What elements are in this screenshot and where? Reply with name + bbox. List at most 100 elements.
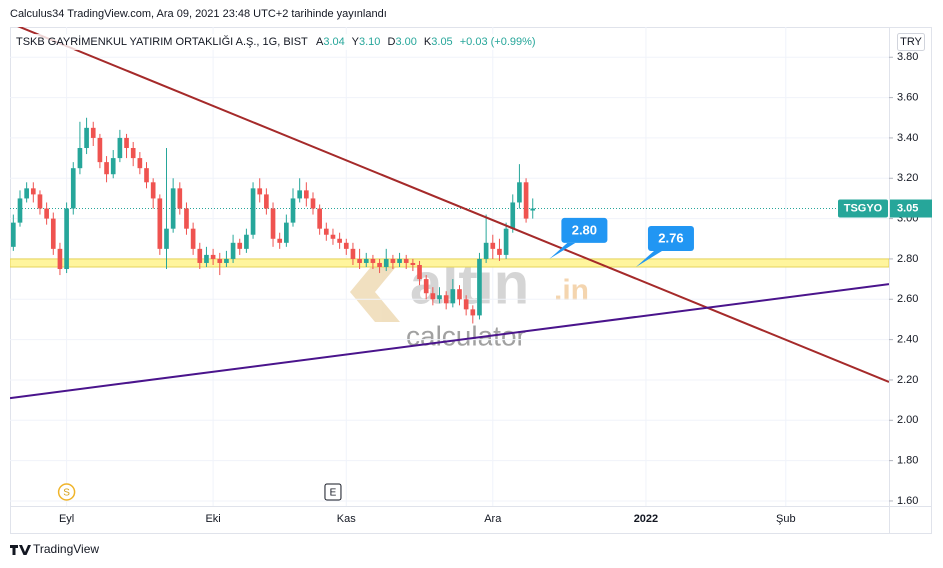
candle-body xyxy=(137,158,143,169)
candle-body xyxy=(337,238,342,243)
callout-pointer xyxy=(549,242,576,259)
plot xyxy=(10,27,889,506)
candle-body xyxy=(277,238,283,243)
candle-body xyxy=(157,198,163,249)
tv-logo xyxy=(10,545,31,555)
candle-body xyxy=(230,242,236,259)
candle-body xyxy=(217,258,223,263)
candle-body xyxy=(104,162,109,175)
candle-body xyxy=(64,208,69,270)
y-tick-label: 3.80 xyxy=(897,51,918,63)
event-marker xyxy=(57,483,76,501)
legend-bg xyxy=(14,34,544,50)
trendline xyxy=(10,283,889,400)
watermark-logo xyxy=(350,262,400,322)
candle-body xyxy=(463,299,469,310)
y-tick-label: 3.20 xyxy=(897,172,918,184)
legend-high-label: Y xyxy=(352,36,360,48)
y-tick-label: 2.40 xyxy=(897,334,918,346)
candle-body xyxy=(423,279,429,294)
candle-body xyxy=(244,234,249,249)
candle-body xyxy=(84,127,89,149)
candle-body xyxy=(257,188,263,195)
footer-brand: TradingView xyxy=(33,542,99,556)
x-tick-label: Eki xyxy=(205,513,220,525)
candle-body xyxy=(343,242,349,249)
candle-body xyxy=(483,242,489,259)
candle-body xyxy=(443,295,449,304)
candle-body xyxy=(77,148,83,169)
candle-body xyxy=(224,258,229,263)
candle-body xyxy=(250,188,256,235)
y-tick-label: 2.20 xyxy=(897,374,918,386)
candle-body xyxy=(210,254,216,259)
candle-body xyxy=(403,258,409,263)
x-tick-label: Şub xyxy=(776,513,796,525)
candle-body xyxy=(477,258,482,316)
candle-body xyxy=(70,168,76,209)
candle-body xyxy=(303,190,309,199)
event-label: E xyxy=(330,488,337,499)
candle-body xyxy=(184,208,189,229)
candle-body xyxy=(363,258,369,263)
candle-body xyxy=(150,182,156,199)
candle-body xyxy=(37,194,43,209)
legend: TSKB GAYRİMENKUL YATIRIM ORTAKLIĞI A.Ş.,… xyxy=(16,35,536,48)
y-tick-label: 3.60 xyxy=(897,91,918,103)
watermark-domain: .in xyxy=(554,274,589,307)
candle-body xyxy=(90,127,96,138)
candle-body xyxy=(490,242,496,249)
candle-body xyxy=(24,188,29,199)
legend-open-label: A xyxy=(316,36,324,48)
y-tick-label: 1.60 xyxy=(897,495,918,507)
candle-body xyxy=(383,258,389,268)
candle-body xyxy=(50,218,56,249)
candle-body xyxy=(264,194,269,209)
candle-body xyxy=(190,228,196,249)
x-tick-label: Ara xyxy=(484,513,502,525)
candle-body xyxy=(177,188,183,209)
caption: Calculus34 TradingView.com, Ara 09, 2021… xyxy=(10,8,387,20)
callout-box xyxy=(647,226,694,252)
candle-body xyxy=(457,289,462,300)
candle-body xyxy=(10,222,16,247)
candle-body xyxy=(470,309,476,316)
callout-label: 2.76 xyxy=(658,230,683,245)
callout-box xyxy=(561,217,608,243)
y-tick-label: 2.00 xyxy=(897,414,918,426)
candle-body xyxy=(237,242,243,249)
currency-box[interactable] xyxy=(897,33,925,51)
callout-label: 2.80 xyxy=(572,222,597,237)
candle-body xyxy=(57,248,63,270)
candle-body xyxy=(317,208,322,229)
event-marker xyxy=(324,483,342,501)
currency[interactable]: TRY xyxy=(900,36,922,48)
candle-body xyxy=(284,222,289,243)
candle-body xyxy=(30,188,36,195)
candle-body xyxy=(164,228,169,249)
legend-change: +0.03 (+0.99%) xyxy=(460,36,536,48)
callout-pointer xyxy=(635,251,662,268)
candle-body xyxy=(517,182,522,203)
candle-body xyxy=(170,188,176,229)
candle-body xyxy=(357,258,362,263)
candle-body xyxy=(377,262,382,268)
candle-body xyxy=(497,248,502,255)
candle-body xyxy=(397,258,402,263)
candle-body xyxy=(350,248,356,259)
candle-body xyxy=(390,258,396,263)
candle-body xyxy=(523,182,529,219)
watermark-sub: calculator xyxy=(406,320,526,351)
candle-body xyxy=(44,208,49,219)
candle-body xyxy=(124,137,129,149)
trendline xyxy=(17,27,889,383)
candle-body xyxy=(97,137,103,163)
candle-body xyxy=(410,262,416,265)
price-badge xyxy=(890,199,932,218)
candle-body xyxy=(144,168,149,183)
legend-low-label: D xyxy=(387,36,395,48)
event-label: S xyxy=(63,488,70,499)
candle-body xyxy=(110,158,116,175)
